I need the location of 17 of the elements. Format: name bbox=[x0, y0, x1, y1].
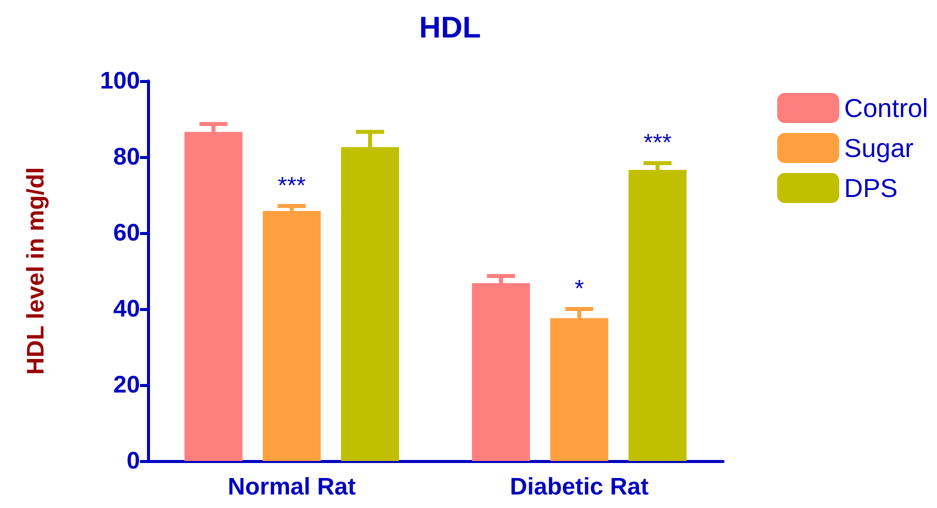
y-tick-label: 40 bbox=[113, 296, 140, 322]
y-tick-label: 0 bbox=[126, 448, 140, 474]
legend-label: Control bbox=[844, 93, 928, 123]
y-tick-label: 60 bbox=[113, 220, 140, 246]
y-tick-label: 20 bbox=[113, 372, 140, 398]
x-tick-label: Normal Rat bbox=[228, 474, 356, 500]
legend-label: Sugar bbox=[844, 133, 914, 163]
chart-title: HDL bbox=[419, 12, 481, 44]
x-tick-label: Diabetic Rat bbox=[510, 474, 649, 500]
data-label: *** bbox=[644, 130, 672, 157]
bar bbox=[262, 210, 321, 461]
y-tick-label: 80 bbox=[113, 144, 140, 170]
legend-label: DPS bbox=[844, 173, 898, 203]
data-label: * bbox=[574, 276, 584, 302]
y-tick-label: 100 bbox=[100, 68, 140, 94]
data-label: *** bbox=[278, 172, 306, 200]
y-axis-title: HDL level in mg/dl bbox=[22, 167, 50, 375]
